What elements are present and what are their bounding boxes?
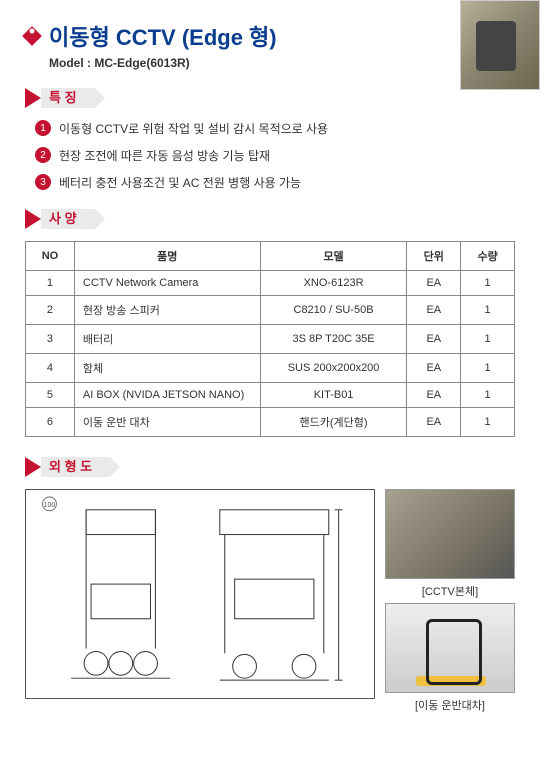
table-cell: 현장 방송 스피커: [74, 296, 260, 325]
section-title: 특 징: [41, 88, 95, 108]
arrow-icon: [25, 457, 41, 477]
section-title: 외 형 도: [41, 457, 110, 477]
section-header-features: 특 징: [25, 88, 515, 108]
table-header: 단위: [407, 242, 461, 271]
table-cell: 이동 운반 대차: [74, 408, 260, 437]
technical-drawing: 100: [25, 489, 375, 699]
feature-item: 3 베터리 충전 사용조건 및 AC 전원 병행 사용 가능: [35, 174, 515, 191]
table-cell: EA: [407, 271, 461, 296]
table-cell: 1: [461, 354, 515, 383]
table-cell: AI BOX (NVIDA JETSON NANO): [74, 383, 260, 408]
table-cell: 5: [26, 383, 75, 408]
feature-text: 이동형 CCTV로 위험 작업 및 설비 감시 목적으로 사용: [59, 120, 328, 137]
table-cell: 1: [461, 383, 515, 408]
table-row: 2현장 방송 스피커C8210 / SU-50BEA1: [26, 296, 515, 325]
svg-text:100: 100: [44, 502, 56, 509]
arrow-icon: [25, 209, 41, 229]
table-row: 1CCTV Network CameraXNO-6123REA1: [26, 271, 515, 296]
table-row: 3배터리3S 8P T20C 35EEA1: [26, 325, 515, 354]
number-badge: 1: [35, 120, 51, 136]
table-cell: 1: [461, 296, 515, 325]
table-row: 4함체SUS 200x200x200EA1: [26, 354, 515, 383]
feature-text: 베터리 충전 사용조건 및 AC 전원 병행 사용 가능: [59, 174, 301, 191]
cctv-body-photo: [385, 489, 515, 579]
table-cell: SUS 200x200x200: [260, 354, 407, 383]
table-cell: EA: [407, 354, 461, 383]
table-cell: CCTV Network Camera: [74, 271, 260, 296]
table-cell: EA: [407, 325, 461, 354]
table-cell: KIT-B01: [260, 383, 407, 408]
table-cell: XNO-6123R: [260, 271, 407, 296]
table-header: NO: [26, 242, 75, 271]
number-badge: 3: [35, 174, 51, 190]
page-title: 이동형 CCTV (Edge 형): [49, 20, 277, 52]
outline-area: 100: [25, 489, 515, 713]
table-cell: 1: [461, 325, 515, 354]
model-label: Model : MC-Edge(6013R): [49, 56, 515, 70]
table-header: 모델: [260, 242, 407, 271]
table-cell: 4: [26, 354, 75, 383]
table-row: 6이동 운반 대차핸드카(계단형)EA1: [26, 408, 515, 437]
arrow-icon: [25, 88, 41, 108]
spec-table: NO품명모델단위수량 1CCTV Network CameraXNO-6123R…: [25, 241, 515, 437]
table-cell: 배터리: [74, 325, 260, 354]
table-cell: EA: [407, 383, 461, 408]
feature-list: 1 이동형 CCTV로 위험 작업 및 설비 감시 목적으로 사용 2 현장 조…: [35, 120, 515, 191]
photo-label: [CCTV본체]: [385, 583, 515, 599]
table-header: 수량: [461, 242, 515, 271]
table-cell: 3S 8P T20C 35E: [260, 325, 407, 354]
table-cell: 함체: [74, 354, 260, 383]
table-header: 품명: [74, 242, 260, 271]
title-row: 이동형 CCTV (Edge 형): [25, 20, 515, 52]
table-cell: 3: [26, 325, 75, 354]
table-cell: 6: [26, 408, 75, 437]
table-cell: 핸드카(계단형): [260, 408, 407, 437]
section-title: 사 양: [41, 209, 95, 229]
feature-item: 1 이동형 CCTV로 위험 작업 및 설비 감시 목적으로 사용: [35, 120, 515, 137]
table-cell: 2: [26, 296, 75, 325]
table-cell: C8210 / SU-50B: [260, 296, 407, 325]
section-header-spec: 사 양: [25, 209, 515, 229]
table-cell: EA: [407, 296, 461, 325]
accent-diamond-icon: [22, 26, 42, 46]
section-header-outline: 외 형 도: [25, 457, 515, 477]
feature-text: 현장 조전에 따른 자동 음성 방송 기능 탑재: [59, 147, 270, 164]
photo-column: [CCTV본체] [이동 운반대차]: [385, 489, 515, 713]
table-cell: EA: [407, 408, 461, 437]
cart-photo: [385, 603, 515, 693]
table-row: 5AI BOX (NVIDA JETSON NANO)KIT-B01EA1: [26, 383, 515, 408]
feature-item: 2 현장 조전에 따른 자동 음성 방송 기능 탑재: [35, 147, 515, 164]
table-cell: 1: [26, 271, 75, 296]
table-cell: 1: [461, 271, 515, 296]
product-photo: [460, 0, 540, 90]
table-cell: 1: [461, 408, 515, 437]
number-badge: 2: [35, 147, 51, 163]
photo-label: [이동 운반대차]: [385, 697, 515, 713]
